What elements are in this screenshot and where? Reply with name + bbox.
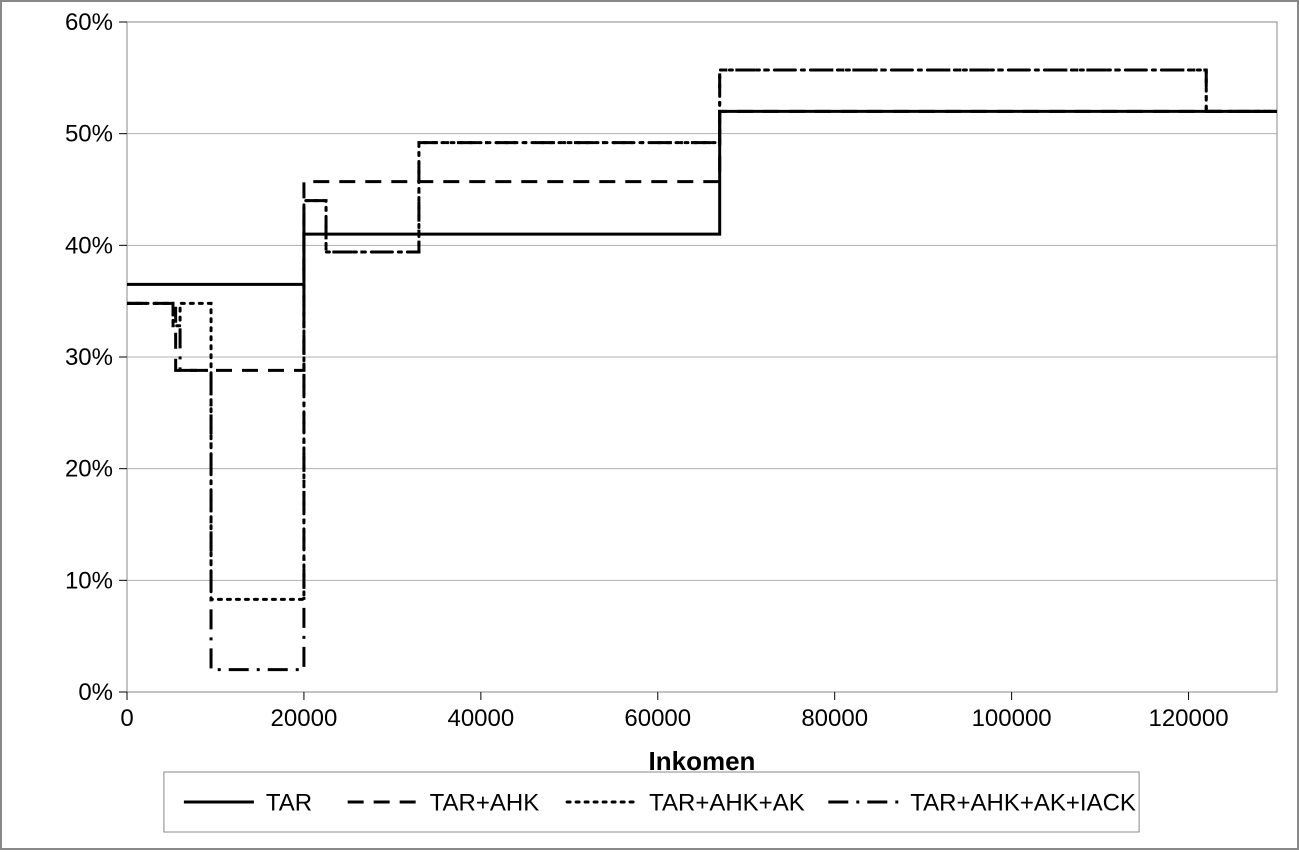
axis-x-tick-label: 120000 [1148, 705, 1228, 732]
axis-x-tick-label: 40000 [447, 705, 514, 732]
axis-x-tick-label: 80000 [801, 705, 868, 732]
axis-y-tick-label: 10% [65, 567, 113, 594]
axis-y-tick-label: 50% [65, 121, 113, 148]
axis-y-tick-label: 30% [65, 344, 113, 371]
legend-label: TAR+AHK+AK [649, 789, 805, 816]
axis-y-tick-label: 20% [65, 456, 113, 483]
chart-frame: 0% 10% 20% 30% 40% 50% 60% 0 20000 40000 60000 8000… [0, 0, 1299, 850]
axis-x-tick-label: 20000 [271, 705, 338, 732]
axis-x-tick-label: 0 [120, 705, 133, 732]
legend-label: TAR+AHK [430, 789, 540, 816]
axis-y-tick-label: 40% [65, 232, 113, 259]
legend-label: TAR [266, 789, 312, 816]
chart-svg: 0% 10% 20% 30% 40% 50% 60% 0 20000 40000 60000 8000… [2, 2, 1299, 852]
axis-x-tick-label: 100000 [972, 705, 1052, 732]
axis-y-tick-label: 0% [78, 679, 113, 706]
legend-label: TAR+AHK+AK+IACK [910, 789, 1136, 816]
axis-y-tick-label: 60% [65, 9, 113, 36]
axis-x-tick-label: 60000 [624, 705, 691, 732]
